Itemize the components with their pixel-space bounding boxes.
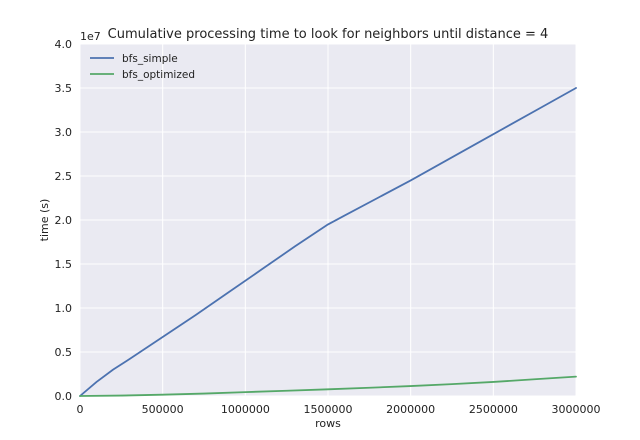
x-tick-label: 2000000 [386, 403, 435, 416]
legend-label-bfs-simple: bfs_simple [122, 53, 178, 65]
y-tick-label: 4.0 [55, 38, 73, 51]
x-axis-label: rows [315, 417, 341, 430]
grid-lines [79, 43, 577, 397]
x-tick-label: 3000000 [552, 403, 601, 416]
y-tick-label: 2.5 [55, 170, 73, 183]
y-axis-label: time (s) [38, 199, 51, 242]
y-tick-label: 0.5 [55, 346, 73, 359]
y-tick-label: 0.0 [55, 390, 73, 403]
series-line-bfs-optimized [79, 375, 577, 397]
tick-labels: 0 500000 1000000 1500000 2000000 2500000 30000… [55, 38, 601, 416]
series-line-bfs-simple [79, 87, 577, 397]
x-tick-label: 1500000 [304, 403, 353, 416]
x-tick-label: 2500000 [469, 403, 518, 416]
series-lines [79, 87, 577, 397]
y-tick-label: 3.0 [55, 126, 73, 139]
y-offset-label: 1e7 [80, 30, 101, 43]
y-tick-label: 3.5 [55, 82, 73, 95]
x-tick-label: 1000000 [221, 403, 270, 416]
y-tick-label: 2.0 [55, 214, 73, 227]
x-tick-label: 500000 [142, 403, 184, 416]
y-tick-label: 1.5 [55, 258, 73, 271]
legend: bfs_simple bfs_optimized [90, 53, 195, 81]
legend-label-bfs-optimized: bfs_optimized [122, 69, 195, 81]
chart-title: Cumulative processing time to look for n… [108, 27, 549, 42]
x-tick-label: 0 [77, 403, 84, 416]
y-tick-label: 1.0 [55, 302, 73, 315]
